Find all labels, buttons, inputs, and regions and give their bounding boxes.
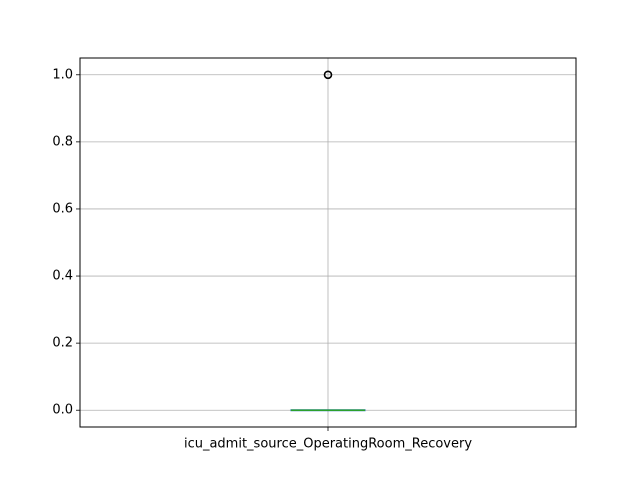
outlier-point [323, 70, 333, 80]
y-tick-label: 0.6 [52, 201, 73, 216]
y-tick-label: 0.4 [52, 269, 73, 284]
grid-lines [80, 58, 576, 427]
axes: 0.0 0.2 0.4 0.6 0.8 1.0 icu_admit_source_Opera… [52, 67, 472, 451]
boxes [290, 70, 366, 412]
y-tick-label: 0.8 [52, 134, 73, 149]
y-tick-label: 1.0 [52, 67, 73, 82]
y-tick-label: 0.2 [52, 336, 73, 351]
plot-frame [79, 57, 577, 428]
x-tick-label: icu_admit_source_OperatingRoom_Recovery [184, 437, 472, 452]
y-tick-label: 0.0 [52, 403, 73, 418]
